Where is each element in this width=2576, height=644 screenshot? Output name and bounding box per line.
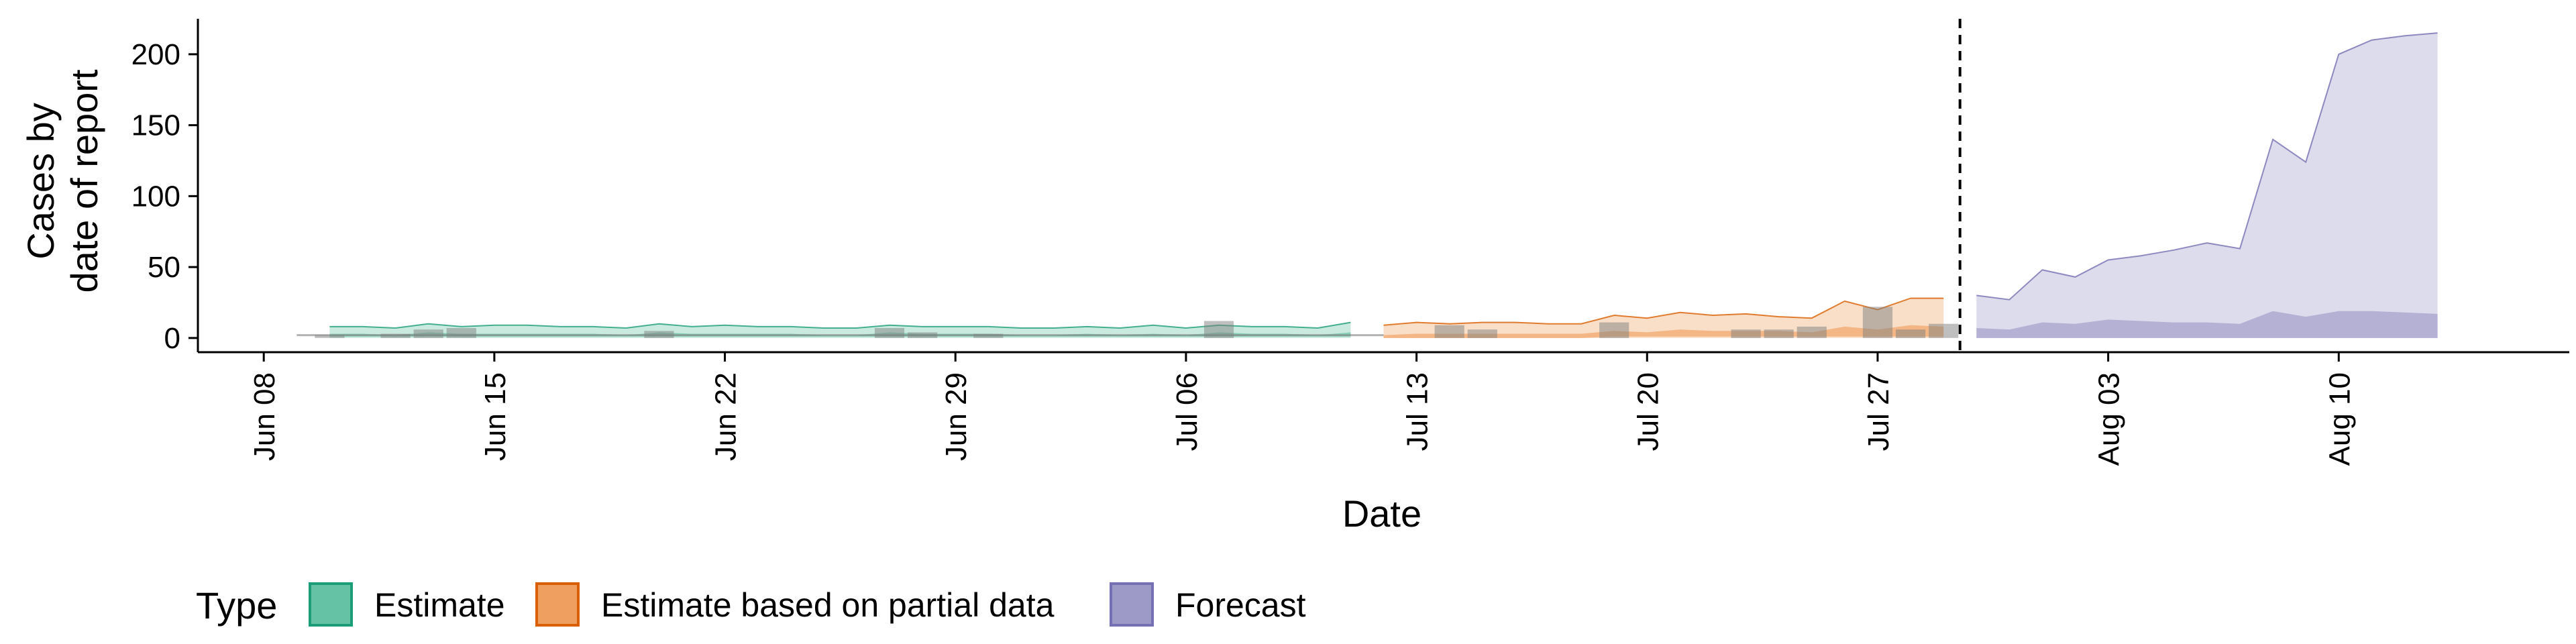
y-axis-title-line-2: date of report — [63, 69, 105, 293]
x-tick-label: Jun 29 — [940, 372, 973, 461]
x-tick-label: Jul 13 — [1401, 372, 1434, 451]
legend-swatch-estimate — [309, 582, 353, 627]
reported-bar — [1862, 307, 1893, 338]
x-tick-label: Aug 10 — [2323, 372, 2356, 466]
reported-bar — [315, 335, 345, 338]
area-outline-forecast — [1976, 32, 2438, 301]
legend-swatch-partial — [535, 582, 580, 627]
x-tick-label: Jun 15 — [479, 372, 512, 461]
area-inner-forecast — [1976, 311, 2438, 338]
reported-bar — [874, 328, 905, 338]
x-tick-label: Jul 27 — [1862, 372, 1895, 451]
reported-bar — [1764, 329, 1794, 338]
reported-bar — [1896, 329, 1926, 338]
reported-bar — [1796, 326, 1827, 338]
y-axis-ticks: 0 50 100 150 200 — [131, 38, 198, 355]
legend-label-estimate: Estimate — [374, 586, 505, 624]
reported-bar — [446, 328, 476, 338]
reported-bar — [1599, 322, 1629, 338]
y-tick-label: 100 — [131, 180, 180, 213]
x-tick-label: Aug 03 — [2093, 372, 2126, 466]
reported-bar — [1731, 329, 1761, 338]
y-tick-label: 200 — [131, 38, 180, 71]
reported-bar — [1929, 323, 1959, 338]
reported-bar — [1467, 329, 1497, 338]
reported-bar — [413, 329, 443, 338]
x-tick-label: Jun 08 — [248, 372, 281, 461]
x-axis-ticks: Jun 08 Jun 15 Jun 22 Jun 29 Jul 06 Jul 13 Jul … — [248, 352, 2356, 466]
y-tick-label: 150 — [131, 109, 180, 142]
area-outer-forecast — [1976, 33, 2438, 338]
legend: Type Estimate Estimate based on partial … — [196, 582, 1306, 627]
series-areas — [329, 32, 2438, 338]
area-outline-partial — [1383, 297, 1944, 326]
legend-swatch-forecast — [1110, 582, 1154, 627]
axes — [197, 19, 2569, 354]
x-tick-label: Jul 06 — [1171, 372, 1203, 451]
x-axis-title: Date — [1342, 492, 1421, 535]
y-axis-title-line-1: Cases by — [19, 103, 62, 259]
reported-bar — [1434, 325, 1464, 338]
legend-label-partial: Estimate based on partial data — [601, 586, 1055, 624]
area-outline-estimate — [329, 321, 1351, 329]
y-tick-label: 0 — [164, 322, 180, 355]
legend-label-forecast: Forecast — [1175, 586, 1306, 624]
x-tick-label: Jun 22 — [710, 372, 743, 461]
x-tick-label: Jul 20 — [1631, 372, 1664, 451]
legend-title: Type — [196, 584, 277, 627]
y-tick-label: 50 — [148, 251, 180, 284]
